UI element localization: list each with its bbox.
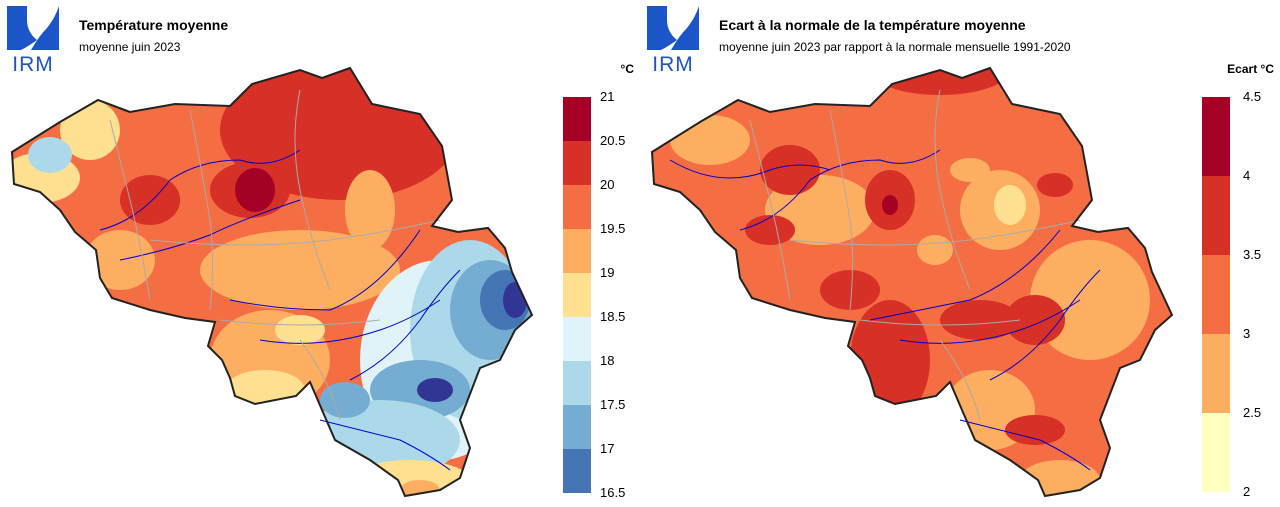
legend-tick-label: 3 [1243,326,1251,341]
legend-band [563,185,591,229]
province-boundaries [109,89,441,421]
legend-band [563,449,591,493]
river-lines [99,149,461,471]
temperature-anomaly-panel: IRM Ecart à la normale de la température… [640,0,1280,507]
legend-band [1202,97,1230,176]
legend-band [563,141,591,185]
legend-tick-label: 18 [600,353,615,368]
legend-band [563,273,591,317]
legend-tick-label: 3.5 [1243,247,1262,262]
map-subtitle: moyenne juin 2023 par rapport à la norma… [719,40,1071,54]
legend-band [563,229,591,273]
legend-band [1202,334,1230,413]
legend-tick-label: 2.5 [1243,405,1262,420]
province-boundaries [749,89,1081,421]
legend-unit: Ecart °C [1227,62,1274,76]
irm-logo: IRM [7,6,59,76]
legend-tick-label: 17.5 [600,397,626,412]
legend-tick-label: 19.5 [600,221,626,236]
irm-logo-icon [7,6,59,54]
legend-tick-label: 19 [600,265,615,280]
legend-tick-label: 20 [600,177,615,192]
legend-band [563,317,591,361]
map-title: Ecart à la normale de la température moy… [719,17,1026,33]
legend-band [1202,413,1230,492]
legend-band [563,361,591,405]
legend-tick-label: 2 [1243,484,1251,499]
legend-band [1202,176,1230,255]
irm-logo-icon [647,6,699,54]
legend-band [563,97,591,141]
legend-tick-label: 21 [600,89,615,104]
river-lines [669,149,1101,471]
legend-tick-label: 16.5 [600,485,626,500]
legend-unit: °C [620,62,634,76]
legend-tick-label: 18.5 [600,309,626,324]
belgium-anomaly-map [651,67,1173,497]
temperature-panel: IRM Température moyenne moyenne juin 202… [7,6,634,500]
map-subtitle: moyenne juin 2023 [79,40,181,54]
irm-logo-text: IRM [652,53,694,76]
belgium-temperature-map [11,67,533,497]
legend-tick-label: 4.5 [1243,89,1262,104]
irm-logo: IRM [647,6,699,76]
legend-tick-label: 4 [1243,168,1251,183]
legend-tick-label: 17 [600,441,615,456]
legend-band [563,405,591,449]
legend-tick-label: 20.5 [600,133,626,148]
irm-logo-text: IRM [12,53,54,76]
legend-band [1202,255,1230,334]
map-title: Température moyenne [79,17,229,33]
